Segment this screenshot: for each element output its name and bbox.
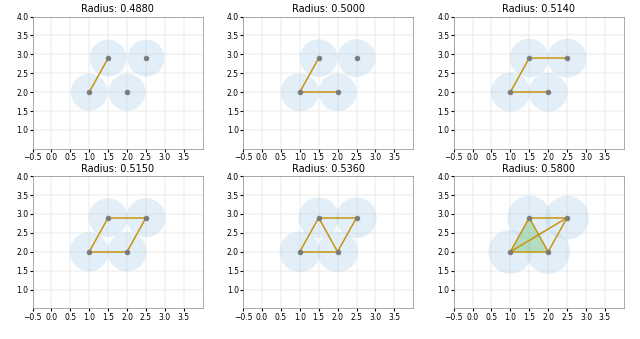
Point bbox=[505, 249, 515, 255]
Circle shape bbox=[71, 74, 108, 111]
Point bbox=[103, 55, 113, 61]
Point bbox=[351, 55, 362, 61]
Circle shape bbox=[526, 230, 570, 274]
Point bbox=[141, 55, 151, 61]
Point bbox=[84, 249, 94, 255]
Circle shape bbox=[510, 39, 548, 78]
Point bbox=[103, 215, 113, 220]
Circle shape bbox=[300, 39, 337, 77]
Title: Radius: 0.5150: Radius: 0.5150 bbox=[81, 164, 154, 174]
Circle shape bbox=[337, 39, 376, 77]
Point bbox=[543, 89, 553, 95]
Circle shape bbox=[491, 73, 530, 112]
Point bbox=[505, 89, 515, 95]
Point bbox=[562, 55, 572, 61]
Point bbox=[314, 55, 324, 61]
Title: Radius: 0.5800: Radius: 0.5800 bbox=[502, 164, 575, 174]
Circle shape bbox=[508, 196, 551, 240]
Point bbox=[122, 249, 132, 255]
Circle shape bbox=[336, 197, 377, 238]
Circle shape bbox=[127, 40, 164, 77]
Point bbox=[524, 215, 534, 220]
Circle shape bbox=[90, 40, 127, 77]
Point bbox=[332, 249, 342, 255]
Point bbox=[122, 89, 132, 95]
Title: Radius: 0.5000: Radius: 0.5000 bbox=[292, 4, 365, 14]
Point bbox=[524, 55, 534, 61]
Point bbox=[351, 215, 362, 220]
Title: Radius: 0.5140: Radius: 0.5140 bbox=[502, 4, 575, 14]
Polygon shape bbox=[510, 218, 548, 252]
Point bbox=[543, 249, 553, 255]
Circle shape bbox=[298, 197, 339, 238]
Circle shape bbox=[127, 198, 165, 237]
Circle shape bbox=[280, 232, 320, 272]
Point bbox=[332, 89, 342, 95]
Title: Radius: 0.5360: Radius: 0.5360 bbox=[292, 164, 365, 174]
Circle shape bbox=[317, 232, 358, 272]
Circle shape bbox=[488, 230, 532, 274]
Circle shape bbox=[319, 73, 356, 111]
Point bbox=[294, 249, 305, 255]
Circle shape bbox=[108, 232, 147, 271]
Title: Radius: 0.4880: Radius: 0.4880 bbox=[81, 4, 154, 14]
Circle shape bbox=[281, 73, 319, 111]
Point bbox=[141, 215, 151, 220]
Circle shape bbox=[545, 196, 589, 240]
Point bbox=[562, 215, 572, 220]
Point bbox=[314, 215, 324, 220]
Circle shape bbox=[529, 73, 568, 112]
Circle shape bbox=[109, 74, 145, 111]
Circle shape bbox=[70, 232, 109, 271]
Point bbox=[84, 89, 94, 95]
Circle shape bbox=[89, 198, 127, 237]
Circle shape bbox=[548, 39, 586, 78]
Point bbox=[294, 89, 305, 95]
